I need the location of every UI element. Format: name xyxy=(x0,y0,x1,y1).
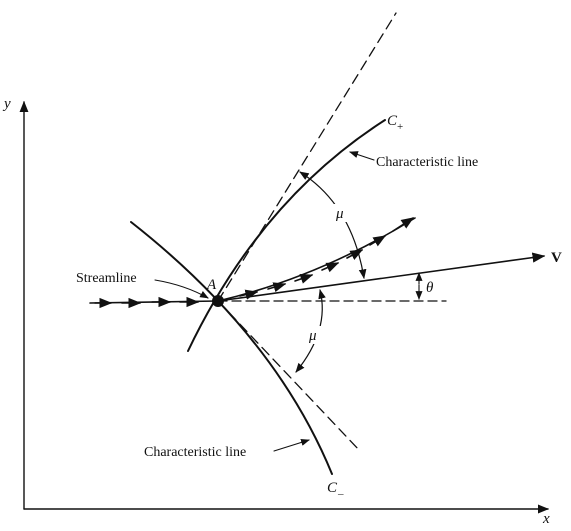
c-minus-characteristic-curve xyxy=(130,221,333,475)
streamline-out-arrow-2 xyxy=(267,282,287,293)
streamline-out-arrow-6 xyxy=(369,235,387,247)
mu-upper-label-bg xyxy=(332,204,348,222)
mu-lower-label: μ xyxy=(308,328,317,344)
streamline-out-arrow-1 xyxy=(239,289,259,300)
c-plus-label: C xyxy=(387,113,398,129)
y-axis-label: y xyxy=(2,96,11,112)
point-a-label: A xyxy=(206,277,217,293)
streamline-out-arrow-4 xyxy=(321,262,340,273)
point-a xyxy=(212,295,224,307)
characteristic-lower-pointer xyxy=(273,439,310,452)
mu-lower-label-bg xyxy=(305,326,321,344)
streamline-outgoing xyxy=(217,217,416,302)
velocity-label: V xyxy=(551,250,562,266)
mu-upper-label: μ xyxy=(335,206,344,222)
streamline-pointer xyxy=(154,279,209,299)
mach-line-upper-dashed xyxy=(217,12,397,302)
theta-label: θ xyxy=(426,280,434,296)
c-minus-subscript: – xyxy=(337,488,344,500)
x-axis-label: x xyxy=(542,511,550,527)
streamline-out-arrow-7 xyxy=(392,217,415,232)
streamline-label: Streamline xyxy=(76,271,137,286)
velocity-vector xyxy=(217,252,546,302)
characteristic-upper-pointer xyxy=(349,151,375,161)
c-plus-characteristic-curve xyxy=(187,119,386,352)
characteristic-line-upper-label: Characteristic line xyxy=(376,155,478,170)
c-plus-subscript: + xyxy=(397,121,403,133)
c-minus-label: C xyxy=(327,480,338,496)
characteristic-line-lower-label: Characteristic line xyxy=(144,445,246,460)
